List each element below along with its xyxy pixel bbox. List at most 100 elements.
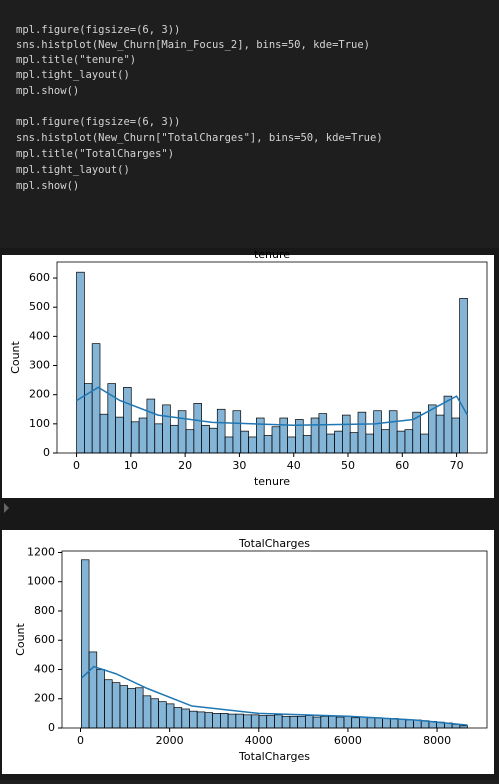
bar bbox=[343, 715, 353, 729]
chart-title: tenure bbox=[254, 248, 290, 261]
x-tick-label: 0 bbox=[73, 459, 80, 472]
bar bbox=[388, 410, 398, 454]
bar bbox=[170, 424, 179, 454]
x-tick-label: 4000 bbox=[245, 734, 273, 747]
code-line: mpl.figure(figsize=(6, 3)) bbox=[16, 24, 180, 36]
bar bbox=[382, 718, 391, 729]
bar bbox=[274, 714, 283, 729]
code-line: mpl.title("tenure") bbox=[16, 54, 136, 66]
code-line: mpl.title("TotalCharges") bbox=[16, 148, 174, 160]
y-tick-label: 1200 bbox=[27, 545, 55, 558]
bar bbox=[326, 433, 335, 454]
bar bbox=[146, 398, 156, 454]
bar bbox=[235, 713, 244, 729]
bar bbox=[281, 715, 291, 729]
bar bbox=[189, 710, 198, 729]
bar bbox=[91, 343, 101, 454]
bar bbox=[135, 687, 144, 729]
bar bbox=[154, 423, 163, 454]
code-line: mpl.tight_layout() bbox=[16, 164, 130, 176]
bar bbox=[142, 695, 152, 729]
bar bbox=[250, 714, 260, 729]
bar bbox=[443, 395, 453, 454]
code-line: mpl.tight_layout() bbox=[16, 69, 130, 81]
bar bbox=[297, 715, 306, 729]
bar bbox=[381, 429, 390, 454]
bar bbox=[130, 421, 140, 454]
bar bbox=[389, 718, 399, 729]
bar bbox=[216, 408, 226, 454]
bar bbox=[111, 682, 121, 729]
x-tick-label: 50 bbox=[341, 459, 355, 472]
chart-title: TotalCharges bbox=[238, 537, 310, 550]
bar bbox=[451, 417, 460, 454]
bar bbox=[289, 715, 298, 729]
code-line: mpl.figure(figsize=(6, 3)) bbox=[16, 116, 180, 128]
bar bbox=[351, 717, 360, 729]
x-tick-label: 8000 bbox=[423, 734, 451, 747]
x-axis-label: tenure bbox=[254, 475, 290, 488]
y-tick-label: 600 bbox=[29, 271, 50, 284]
bar bbox=[220, 713, 229, 729]
bar bbox=[396, 430, 406, 454]
bar bbox=[359, 716, 368, 729]
bar bbox=[248, 436, 257, 454]
collapse-icon bbox=[4, 503, 9, 513]
bar bbox=[258, 715, 268, 729]
y-tick-label: 400 bbox=[29, 329, 50, 342]
bar bbox=[204, 712, 214, 729]
x-tick-label: 0 bbox=[77, 734, 84, 747]
bar bbox=[181, 708, 190, 729]
bar bbox=[435, 414, 445, 454]
y-tick-label: 200 bbox=[34, 692, 55, 705]
bar bbox=[240, 430, 249, 454]
bar bbox=[271, 426, 281, 454]
x-axis-label: TotalCharges bbox=[238, 750, 310, 763]
y-axis-label: Count bbox=[9, 340, 22, 373]
bar bbox=[201, 424, 210, 454]
x-tick-label: 10 bbox=[124, 459, 138, 472]
y-tick-label: 0 bbox=[48, 721, 55, 734]
bar bbox=[96, 669, 105, 729]
bar bbox=[193, 403, 202, 454]
y-tick-label: 500 bbox=[29, 300, 50, 313]
bar bbox=[88, 651, 98, 729]
bar bbox=[404, 429, 414, 454]
bar bbox=[158, 701, 167, 729]
bar bbox=[127, 688, 136, 729]
bar bbox=[173, 707, 183, 729]
bar bbox=[397, 718, 407, 729]
bar bbox=[266, 715, 275, 729]
bar bbox=[177, 410, 187, 454]
bar bbox=[349, 432, 359, 454]
bar bbox=[227, 713, 237, 729]
bar bbox=[224, 436, 234, 454]
bar bbox=[196, 711, 206, 729]
kde-line bbox=[76, 386, 469, 427]
y-tick-label: 600 bbox=[34, 633, 55, 646]
y-tick-label: 100 bbox=[29, 417, 50, 430]
bar bbox=[138, 417, 148, 454]
y-tick-label: 300 bbox=[29, 359, 50, 372]
code-line: sns.histplot(New_Churn[Main_Focus_2], bi… bbox=[16, 39, 370, 51]
bar bbox=[243, 714, 252, 729]
bar bbox=[320, 715, 329, 729]
x-tick-label: 30 bbox=[232, 459, 246, 472]
bar bbox=[212, 713, 221, 729]
bar bbox=[310, 417, 320, 454]
code-line: mpl.show() bbox=[16, 180, 79, 192]
bar bbox=[365, 433, 374, 454]
y-tick-label: 800 bbox=[34, 604, 55, 617]
y-tick-label: 1000 bbox=[27, 575, 55, 588]
bar bbox=[123, 387, 132, 454]
bar bbox=[165, 703, 175, 729]
bar bbox=[104, 679, 113, 729]
bar bbox=[334, 430, 343, 454]
bar bbox=[263, 435, 273, 454]
bar bbox=[420, 433, 429, 454]
bar bbox=[150, 698, 159, 729]
bar bbox=[318, 413, 328, 454]
bar bbox=[304, 715, 314, 729]
bar bbox=[342, 414, 351, 454]
